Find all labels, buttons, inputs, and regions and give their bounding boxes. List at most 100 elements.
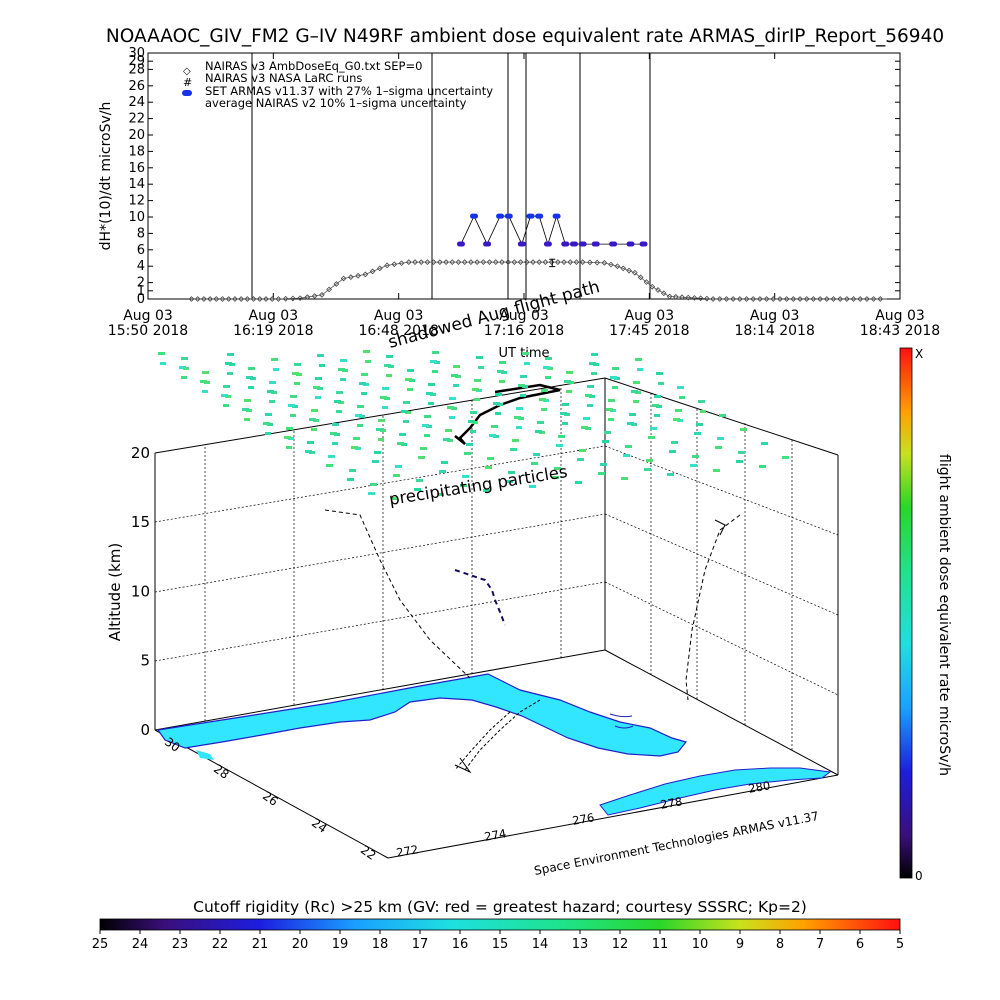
nairas-point xyxy=(263,296,269,302)
field-dash xyxy=(558,435,565,438)
field-dash xyxy=(487,457,494,460)
latitude-tick-label: 26 xyxy=(260,789,281,809)
armas-line xyxy=(460,214,644,246)
altitude-ticks: 0 5 10 15 20 xyxy=(131,444,150,739)
field-dash xyxy=(516,426,522,429)
nairas-point xyxy=(817,296,823,302)
field-dash xyxy=(529,485,536,488)
field-dash xyxy=(740,428,747,431)
field-dash xyxy=(671,441,678,444)
field-dash xyxy=(347,478,354,481)
x-tick-time-label: 16:48 2018 xyxy=(358,323,438,339)
nairas-point xyxy=(864,296,870,302)
armas-point xyxy=(470,213,479,219)
field-dash xyxy=(447,406,454,409)
armas-series xyxy=(456,213,648,247)
nairas-point xyxy=(691,295,698,301)
flight-event-lines xyxy=(251,53,651,299)
field-dash xyxy=(545,376,551,379)
field-dash xyxy=(265,413,272,416)
nairas-point xyxy=(567,259,574,265)
field-dash xyxy=(621,477,628,480)
field-dash xyxy=(629,413,636,416)
x-tick-date-label: Aug 03 xyxy=(625,308,675,324)
y-tick-label: 24 xyxy=(128,95,145,110)
field-dash xyxy=(541,408,547,411)
nairas-point xyxy=(384,262,390,269)
field-dash xyxy=(319,364,325,367)
y-tick-label: 10 xyxy=(128,210,145,225)
field-dash xyxy=(700,410,706,413)
nairas-point xyxy=(369,268,376,275)
nairas-point xyxy=(666,293,673,300)
y-tick-label: 8 xyxy=(137,226,145,241)
field-dash xyxy=(290,414,296,417)
field-dash xyxy=(478,366,484,369)
field-dash xyxy=(305,450,312,453)
nairas-point xyxy=(685,294,692,301)
nairas-point xyxy=(443,259,449,265)
field-dash xyxy=(361,392,367,395)
field-dash xyxy=(340,378,346,381)
field-dash xyxy=(405,378,412,381)
nairas-point xyxy=(207,296,213,302)
nairas-point xyxy=(232,296,238,302)
field-dash xyxy=(499,361,506,364)
field-dash xyxy=(472,388,479,391)
nairas-point xyxy=(355,272,361,279)
field-dash xyxy=(424,434,430,437)
field-dash xyxy=(290,395,297,398)
legend-swatch xyxy=(182,90,192,96)
field-dash xyxy=(658,382,664,385)
nairas-point xyxy=(449,259,456,265)
y-tick-label: 2 xyxy=(137,276,145,291)
nairas-point xyxy=(461,259,468,265)
field-dash xyxy=(508,471,515,474)
field-dash xyxy=(391,497,398,500)
nairas-point xyxy=(398,260,405,267)
armas-point xyxy=(526,213,535,219)
nairas-point xyxy=(777,296,783,302)
field-dash xyxy=(294,363,301,366)
nairas-point xyxy=(620,265,627,272)
field-dash xyxy=(782,456,789,459)
field-dash xyxy=(359,382,366,385)
field-dash xyxy=(380,396,387,399)
y-tick-label: 6 xyxy=(137,243,145,258)
armas-point xyxy=(591,241,600,247)
altitude-tick-label: 15 xyxy=(131,513,150,531)
annotation-precipitating: precipitating particles xyxy=(388,462,569,509)
field-dash xyxy=(623,454,630,457)
field-dash xyxy=(273,368,279,371)
field-dash xyxy=(460,484,467,487)
nairas-point xyxy=(554,259,561,265)
nairas-point xyxy=(837,296,844,302)
nairas-point xyxy=(536,259,543,265)
field-dash xyxy=(577,458,584,461)
rigidity-tick-label: 19 xyxy=(332,937,349,952)
field-dash xyxy=(591,372,597,375)
field-dash xyxy=(761,442,768,445)
field-dash xyxy=(363,350,370,353)
y-tick-label: 30 xyxy=(128,46,145,61)
rigidity-tick-label: 15 xyxy=(492,937,509,952)
rigidity-tick-label: 9 xyxy=(736,937,744,952)
field-dash xyxy=(432,370,438,373)
nairas-point xyxy=(608,261,614,268)
land-mass xyxy=(156,673,832,816)
nairas-point xyxy=(282,295,289,302)
field-dash xyxy=(428,402,434,405)
legend-symbol: ◇ xyxy=(183,66,191,77)
nairas-point xyxy=(643,279,650,285)
x-tick-time-label: 15:50 2018 xyxy=(108,323,188,339)
field-dash xyxy=(474,379,481,382)
nairas-point xyxy=(750,296,757,302)
field-dash xyxy=(736,460,743,463)
field-dash xyxy=(562,422,568,425)
field-dash xyxy=(485,466,492,469)
field-dash xyxy=(292,372,299,375)
field-dash xyxy=(652,404,659,407)
nairas-point xyxy=(743,296,750,302)
